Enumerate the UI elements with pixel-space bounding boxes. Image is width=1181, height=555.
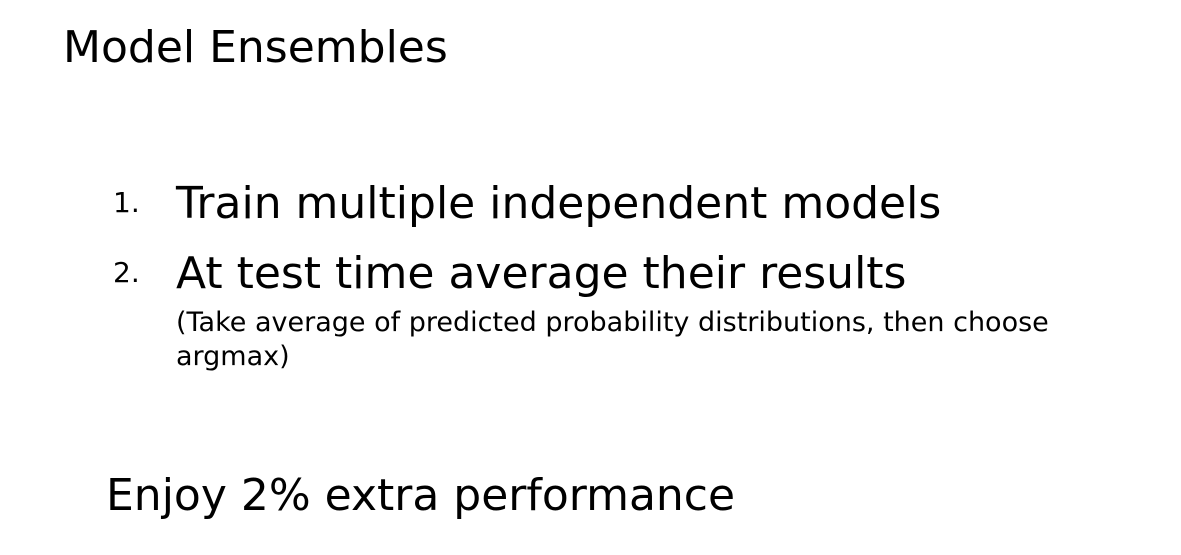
list-item-1: 1. Train multiple independent models — [108, 172, 1168, 236]
slide-title: Model Ensembles — [63, 22, 448, 73]
list-item-number: 1. — [113, 186, 140, 219]
list-item-2: 2. At test time average their results (T… — [108, 242, 1168, 374]
list-item-subtext: (Take average of predicted probability d… — [176, 307, 1049, 372]
list-item-text: At test time average their results — [176, 248, 907, 299]
numbered-list: 1. Train multiple independent models 2. … — [108, 172, 1168, 374]
closing-statement: Enjoy 2% extra performance — [106, 470, 736, 521]
list-item-number: 2. — [113, 256, 140, 289]
list-item-text: Train multiple independent models — [176, 178, 942, 229]
